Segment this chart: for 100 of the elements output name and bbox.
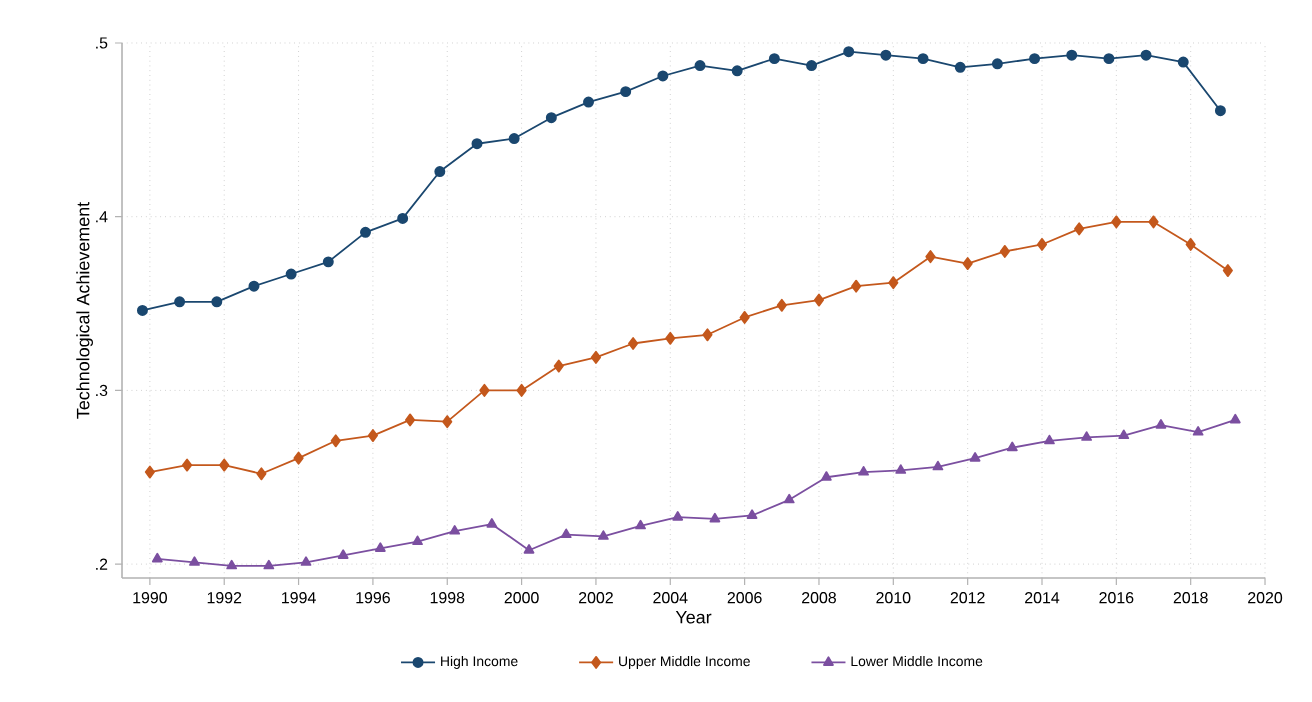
point (174, 296, 186, 308)
x-tick-label: 2020 (1248, 592, 1283, 604)
point (449, 525, 461, 535)
point (374, 542, 386, 552)
point (516, 383, 527, 397)
point (412, 535, 423, 546)
point (657, 70, 669, 82)
point (962, 257, 973, 271)
point (925, 250, 936, 264)
point (300, 556, 312, 566)
point (991, 58, 1003, 70)
point (560, 528, 572, 539)
point (508, 133, 520, 145)
point (330, 434, 341, 448)
point (917, 53, 929, 65)
point (360, 226, 371, 238)
y-tick-label: .4 (96, 211, 108, 223)
point (405, 413, 416, 427)
point (1214, 105, 1226, 117)
point (813, 293, 825, 307)
point (486, 518, 498, 528)
legend-label: Lower Middle Income (851, 655, 983, 667)
point (635, 519, 646, 530)
point (523, 544, 535, 554)
point (1036, 238, 1048, 251)
point (806, 60, 818, 72)
point (583, 96, 594, 108)
point (731, 65, 743, 77)
point (1222, 264, 1233, 278)
point (337, 549, 349, 559)
point (285, 268, 297, 280)
point (151, 552, 163, 563)
x-tick-label: 1990 (133, 592, 167, 604)
x-tick-label: 2018 (1173, 592, 1208, 604)
point (821, 471, 832, 481)
point (219, 458, 230, 472)
point (954, 61, 966, 73)
x-tick-label: 2000 (504, 592, 539, 604)
point (1081, 431, 1092, 441)
x-tick-label: 2004 (653, 592, 688, 604)
point (256, 467, 267, 481)
point (709, 512, 721, 523)
point (434, 166, 446, 178)
point (768, 53, 780, 65)
point (1044, 434, 1055, 445)
x-tick-label: 2010 (876, 592, 911, 604)
x-tick-label: 2002 (579, 592, 613, 604)
point (783, 493, 795, 504)
point (739, 310, 750, 324)
y-tick-label: .3 (96, 384, 108, 397)
y-axis-title: Technological Achievement (76, 202, 93, 419)
point (226, 559, 238, 570)
point (1118, 429, 1130, 440)
x-axis-title: Year (675, 611, 712, 624)
point (471, 138, 483, 150)
point (843, 46, 855, 58)
point (1229, 413, 1241, 424)
point (880, 49, 892, 61)
point (858, 465, 869, 476)
point (181, 458, 193, 472)
point (1074, 222, 1085, 236)
point (1111, 215, 1122, 229)
point (590, 350, 602, 364)
point (776, 298, 787, 312)
point (672, 511, 684, 521)
point (1148, 215, 1159, 229)
y-tick-label: .5 (96, 37, 108, 49)
x-tick-label: 1994 (282, 592, 316, 604)
legend-label: Upper Middle Income (619, 655, 750, 669)
x-tick-label: 2008 (802, 592, 836, 604)
point (293, 451, 304, 465)
x-tick-label: 2006 (727, 592, 762, 604)
point (397, 212, 409, 224)
point (895, 464, 907, 474)
point (628, 337, 639, 350)
point (211, 296, 223, 308)
point (1192, 426, 1204, 436)
point (932, 460, 944, 471)
point (1185, 238, 1196, 251)
point (479, 383, 490, 397)
point (746, 509, 758, 519)
point (189, 556, 200, 566)
x-tick-label: 1998 (430, 592, 465, 604)
point (136, 305, 148, 316)
point (969, 452, 981, 462)
point (665, 331, 676, 345)
point (888, 276, 899, 290)
point (1006, 441, 1018, 452)
point (702, 328, 713, 342)
x-tick-label: 2014 (1025, 592, 1060, 604)
point (1066, 49, 1078, 61)
point (1103, 53, 1115, 65)
x-tick-label: 1996 (356, 592, 390, 604)
legend-label: High Income (441, 655, 518, 669)
point (694, 60, 706, 72)
x-tick-label: 2012 (950, 592, 985, 604)
point (367, 429, 378, 443)
point (1177, 56, 1189, 68)
point (851, 279, 862, 293)
point (1029, 53, 1041, 65)
